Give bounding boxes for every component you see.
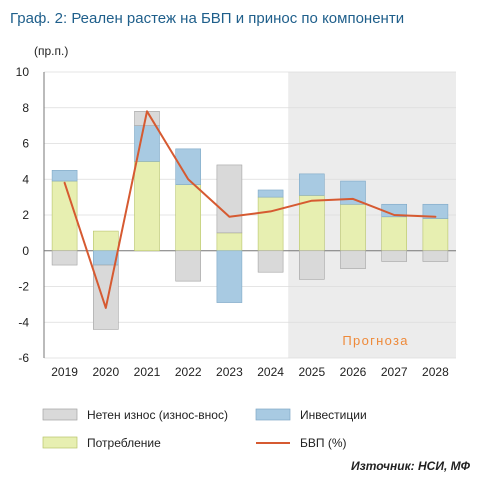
y-axis-unit-label: (пр.п.) bbox=[34, 44, 68, 58]
x-tick-label: 2028 bbox=[422, 365, 449, 379]
consumption-bar bbox=[216, 232, 243, 252]
consumption-bar bbox=[257, 196, 284, 252]
x-tick-label: 2027 bbox=[381, 365, 408, 379]
chart-title: Граф. 2: Реален растеж на БВП и принос п… bbox=[10, 10, 404, 27]
investment-bar bbox=[51, 170, 78, 182]
legend-label: Нетен износ (износ-внос) bbox=[87, 408, 228, 422]
y-tick-label: 8 bbox=[22, 101, 29, 115]
net-exports-bar bbox=[340, 250, 366, 269]
x-tick-label: 2021 bbox=[134, 365, 161, 379]
legend-label: Инвестиции bbox=[300, 408, 367, 422]
investment-bar bbox=[216, 250, 243, 303]
net-exports-bar bbox=[381, 250, 408, 262]
y-tick-label: -2 bbox=[18, 280, 29, 294]
consumption-bar bbox=[93, 230, 119, 252]
x-tick-label: 2019 bbox=[51, 365, 78, 379]
net-exports-bar bbox=[175, 250, 201, 282]
forecast-label: Прогноза bbox=[342, 333, 408, 348]
y-tick-label: -4 bbox=[18, 315, 29, 329]
net-exports-bar bbox=[216, 164, 243, 234]
consumption-bar bbox=[340, 203, 366, 252]
x-tick-label: 2024 bbox=[257, 365, 284, 379]
investment-bar bbox=[257, 189, 284, 198]
consumption-bar bbox=[422, 218, 449, 252]
consumption-bar bbox=[298, 195, 325, 252]
consumption-legend-swatch bbox=[42, 436, 78, 449]
x-tick-label: 2022 bbox=[175, 365, 202, 379]
legend-label: Потребление bbox=[87, 436, 161, 450]
consumption-bar bbox=[51, 180, 78, 252]
investment-legend-swatch bbox=[255, 408, 291, 421]
investment-bar bbox=[422, 203, 449, 219]
net-exports-legend-swatch bbox=[42, 408, 78, 421]
investment-bar bbox=[298, 173, 325, 196]
net-exports-bar bbox=[298, 250, 325, 280]
y-tick-label: 4 bbox=[22, 172, 29, 186]
chart-legend: Нетен износ (износ-внос) Инвестиции Потреб… bbox=[42, 408, 367, 450]
y-tick-label: 10 bbox=[16, 65, 30, 79]
legend-label: БВП (%) bbox=[300, 436, 347, 450]
y-tick-label: 6 bbox=[22, 137, 29, 151]
x-tick-label: 2026 bbox=[340, 365, 367, 379]
x-tick-label: 2020 bbox=[92, 365, 119, 379]
consumption-bar bbox=[134, 161, 160, 252]
y-tick-label: 0 bbox=[22, 244, 29, 258]
net-exports-bar bbox=[257, 250, 284, 273]
consumption-bar bbox=[381, 216, 408, 252]
net-exports-bar bbox=[51, 250, 78, 266]
gdp-line bbox=[63, 110, 437, 309]
plot-area: 10 8 6 4 2 0 -2 -4 -6 2019 2020 2021 2022 2023 2024 202… bbox=[16, 65, 456, 379]
consumption-bar bbox=[175, 184, 201, 252]
y-tick-label: -6 bbox=[18, 351, 29, 365]
net-exports-bar bbox=[93, 264, 119, 330]
x-tick-label: 2023 bbox=[216, 365, 243, 379]
x-tick-label: 2025 bbox=[298, 365, 325, 379]
source-note: Източник: НСИ, МФ bbox=[351, 459, 471, 473]
net-exports-bar bbox=[422, 250, 449, 262]
investment-bar bbox=[340, 180, 366, 205]
y-tick-label: 2 bbox=[22, 208, 29, 222]
